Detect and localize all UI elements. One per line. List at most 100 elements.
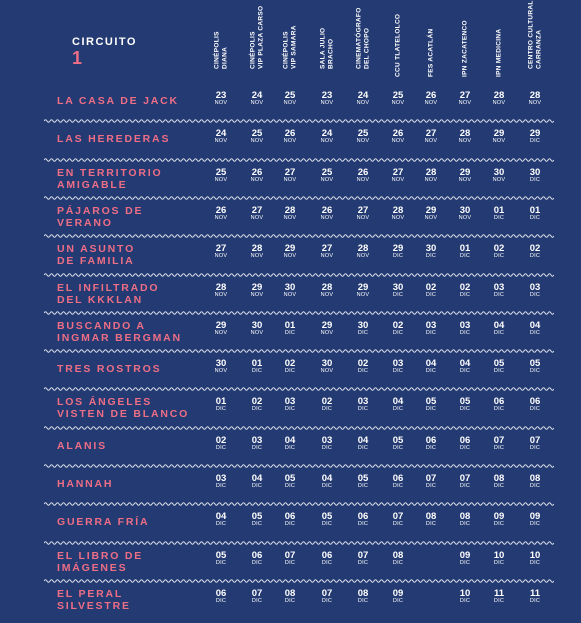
date-month: NOV xyxy=(320,100,334,106)
date-month: DIC xyxy=(215,406,227,413)
date-month: DIC xyxy=(425,483,437,489)
film-row: LA CASA DE JACK 23 NOV 24 NOV 25 NOV 23 NOV 24 NOV… xyxy=(0,87,581,125)
film-title: EL LIBRO DE IMÁGENES xyxy=(57,550,143,574)
venue-name-line: DIANA xyxy=(221,46,228,69)
venue-name-line: CENTRO CULTURAL xyxy=(527,0,535,69)
date-month: DIC xyxy=(321,444,333,451)
screening-date: 29 NOV xyxy=(450,167,480,182)
date-month: DIC xyxy=(493,521,505,528)
film-title: GUERRA FRÍA xyxy=(57,516,149,528)
film-row: EN TERRITORIO AMIGABLE 25 NOV 26 NOV 27 NOV 25 NO… xyxy=(0,164,581,202)
date-day: 05 xyxy=(215,549,227,561)
venue-name-line: SALA JULIO xyxy=(319,27,327,69)
screening-date: 27 NOV xyxy=(416,129,446,144)
date-day: 07 xyxy=(529,434,541,446)
date-month: DIC xyxy=(529,138,541,145)
row-divider xyxy=(44,387,554,392)
date-day: 08 xyxy=(284,587,296,599)
date-day: 11 xyxy=(493,587,505,599)
date-month: DIC xyxy=(425,521,437,528)
screening-date: 04 DIC xyxy=(416,359,446,374)
date-day: 08 xyxy=(493,473,505,484)
date-day: 07 xyxy=(251,587,263,599)
date-month: NOV xyxy=(424,138,438,145)
film-title-line: EL LIBRO DE xyxy=(57,549,144,562)
date-month: DIC xyxy=(251,368,263,375)
row-divider xyxy=(44,579,554,583)
date-day: 28 xyxy=(425,166,437,178)
screening-date: 25 NOV xyxy=(312,167,342,182)
screening-date: 30 DIC xyxy=(416,244,446,259)
date-day: 29 xyxy=(392,243,404,255)
film-row: LOS ÁNGELES VISTEN DE BLANCO 01 DIC 02 DIC 03 D… xyxy=(0,393,581,431)
screening-date: 08 DIC xyxy=(275,589,305,604)
date-day: 05 xyxy=(392,434,404,446)
screening-date: 04 DIC xyxy=(206,512,236,527)
date-day: 06 xyxy=(493,396,505,408)
venue-name-line: BRACHO xyxy=(327,38,334,69)
screening-date: 03 DIC xyxy=(206,474,236,489)
circuito-label: CIRCUITO xyxy=(72,36,137,48)
screening-date: 07 DIC xyxy=(242,589,272,604)
film-title-line: LA CASA DE JACK xyxy=(57,95,179,107)
venue-name-line: CINÉPOLIS xyxy=(213,31,221,69)
screening-date: 25 NOV xyxy=(242,129,272,144)
screening-date: 25 NOV xyxy=(275,91,305,106)
date-month: NOV xyxy=(250,329,264,336)
screening-date: 24 NOV xyxy=(312,129,342,144)
venue-name: SALA JULIO BRACHO xyxy=(320,28,335,69)
date-month: DIC xyxy=(357,406,369,413)
date-month: NOV xyxy=(283,138,297,145)
screening-date: 02 DIC xyxy=(275,359,305,374)
date-month: NOV xyxy=(458,138,472,145)
date-day: 03 xyxy=(425,319,437,331)
date-month: DIC xyxy=(493,444,505,451)
film-title-line: AMIGABLE xyxy=(57,178,128,191)
date-day: 09 xyxy=(493,511,505,523)
date-day: 26 xyxy=(357,166,369,178)
date-month: DIC xyxy=(493,253,505,260)
venue-header: FES ACATLÁN xyxy=(416,0,446,84)
screening-date: 28 NOV xyxy=(484,91,514,106)
film-title-line: HANNAH xyxy=(57,478,114,490)
date-month: DIC xyxy=(215,483,227,489)
date-day: 29 xyxy=(321,319,333,331)
film-title: TRES ROSTROS xyxy=(57,363,161,375)
film-title-line: BUSCANDO A xyxy=(57,319,146,332)
date-month: DIC xyxy=(321,406,333,413)
film-title: LAS HEREDERAS xyxy=(57,133,170,145)
date-day: 26 xyxy=(425,90,437,101)
date-month: NOV xyxy=(458,214,472,221)
screening-date: 05 DIC xyxy=(416,397,446,412)
screening-date: 28 NOV xyxy=(348,244,378,259)
row-divider xyxy=(44,464,554,468)
date-day: 27 xyxy=(425,128,437,140)
date-day: 24 xyxy=(215,128,227,140)
date-month: DIC xyxy=(459,291,471,298)
date-day: 10 xyxy=(459,587,471,599)
venue-name: CINÉPOLIS DIANA xyxy=(214,31,229,69)
screening-date: 02 DIC xyxy=(206,435,236,450)
row-divider xyxy=(44,502,554,507)
date-month: DIC xyxy=(392,597,404,604)
row-divider xyxy=(44,234,554,238)
venue-name-line: CINÉPOLIS xyxy=(249,31,257,69)
date-month: NOV xyxy=(320,329,334,336)
date-day: 02 xyxy=(392,319,404,331)
film-title: HANNAH xyxy=(57,478,113,490)
date-day: 27 xyxy=(251,204,263,216)
screening-date: 07 DIC xyxy=(383,512,413,527)
screening-date: 02 DIC xyxy=(312,397,342,412)
screening-date: 07 DIC xyxy=(520,434,550,450)
date-month: NOV xyxy=(424,176,438,183)
date-day: 04 xyxy=(321,473,333,484)
date-day: 28 xyxy=(392,204,404,216)
date-month: DIC xyxy=(493,597,505,604)
date-month: NOV xyxy=(214,368,228,375)
screening-date: 06 DIC xyxy=(206,589,236,604)
date-month: NOV xyxy=(320,138,334,145)
date-month: DIC xyxy=(215,559,227,566)
screening-date: 02 DIC xyxy=(450,282,480,298)
date-month: NOV xyxy=(283,291,297,298)
date-month: DIC xyxy=(529,406,541,413)
